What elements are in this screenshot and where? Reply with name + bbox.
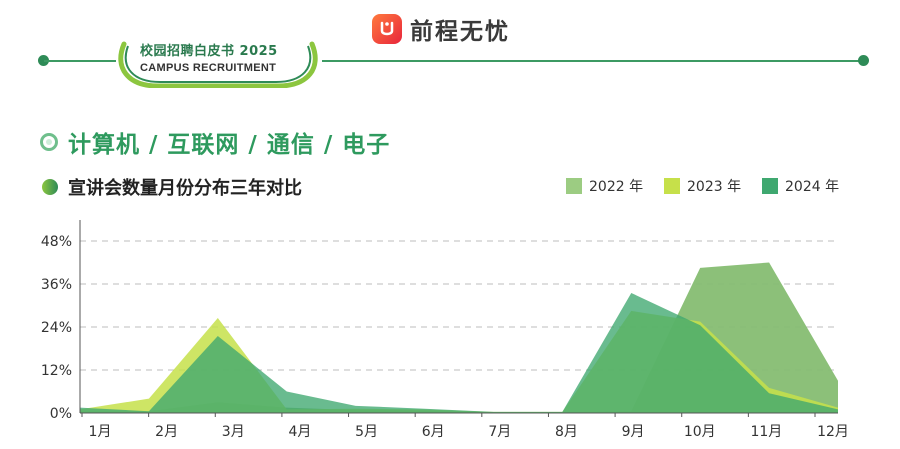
chart-heading: 宣讲会数量月份分布三年对比 bbox=[42, 174, 302, 200]
legend-2023: 2023 年 bbox=[664, 176, 741, 196]
badge-title: 校园招聘白皮书 2025 bbox=[140, 44, 278, 59]
x-tick-label: 2月 bbox=[155, 424, 178, 440]
brand-mark-icon bbox=[372, 14, 402, 44]
legend-swatch-2023 bbox=[664, 178, 680, 194]
x-tick-label: 7月 bbox=[488, 424, 511, 440]
area-series-3 bbox=[80, 292, 838, 413]
legend-label-2022: 2022 年 bbox=[589, 179, 644, 195]
x-tick-label: 3月 bbox=[222, 424, 245, 440]
legend-swatch-2024 bbox=[762, 178, 778, 194]
rule-left-dot bbox=[38, 55, 49, 66]
legend-2022: 2022 年 bbox=[566, 176, 643, 196]
rule-right bbox=[322, 60, 862, 62]
y-tick-label: 12% bbox=[41, 363, 72, 379]
section-title: 计算机 / 互联网 / 通信 / 电子 bbox=[68, 132, 391, 158]
rule-right-dot bbox=[858, 55, 869, 66]
y-tick-label: 48% bbox=[41, 234, 72, 250]
x-tick-label: 6月 bbox=[422, 424, 445, 440]
y-tick-label: 24% bbox=[41, 320, 72, 336]
x-tick-label: 11月 bbox=[750, 424, 782, 440]
section-heading: 计算机 / 互联网 / 通信 / 电子 bbox=[40, 125, 390, 159]
legend-label-2023: 2023 年 bbox=[687, 179, 742, 195]
legend-swatch-2022 bbox=[566, 178, 582, 194]
brand-logo: 前程无忧 bbox=[372, 12, 510, 46]
y-tick-label: 0% bbox=[50, 406, 72, 422]
x-tick-label: 12月 bbox=[817, 424, 849, 440]
brand-name: 前程无忧 bbox=[410, 19, 510, 45]
ball-icon bbox=[42, 179, 58, 195]
legend-2024: 2024 年 bbox=[762, 176, 839, 196]
x-tick-label: 10月 bbox=[684, 424, 716, 440]
x-tick-label: 1月 bbox=[89, 424, 112, 440]
x-tick-label: 4月 bbox=[288, 424, 311, 440]
badge-subtitle: CAMPUS RECRUITMENT bbox=[140, 62, 277, 74]
x-tick-label: 5月 bbox=[355, 424, 378, 440]
badge-arc-icon bbox=[118, 41, 318, 88]
campus-badge: 校园招聘白皮书 2025 CAMPUS RECRUITMENT bbox=[118, 38, 318, 88]
x-tick-label: 9月 bbox=[622, 424, 645, 440]
x-tick-label: 8月 bbox=[555, 424, 578, 440]
ring-icon bbox=[40, 133, 58, 151]
chart-title: 宣讲会数量月份分布三年对比 bbox=[68, 178, 302, 199]
rule-left bbox=[44, 60, 116, 62]
header-bar: 校园招聘白皮书 2025 CAMPUS RECRUITMENT 前程无忧 bbox=[0, 0, 900, 100]
legend-label-2024: 2024 年 bbox=[785, 179, 840, 195]
y-tick-label: 36% bbox=[41, 277, 72, 293]
